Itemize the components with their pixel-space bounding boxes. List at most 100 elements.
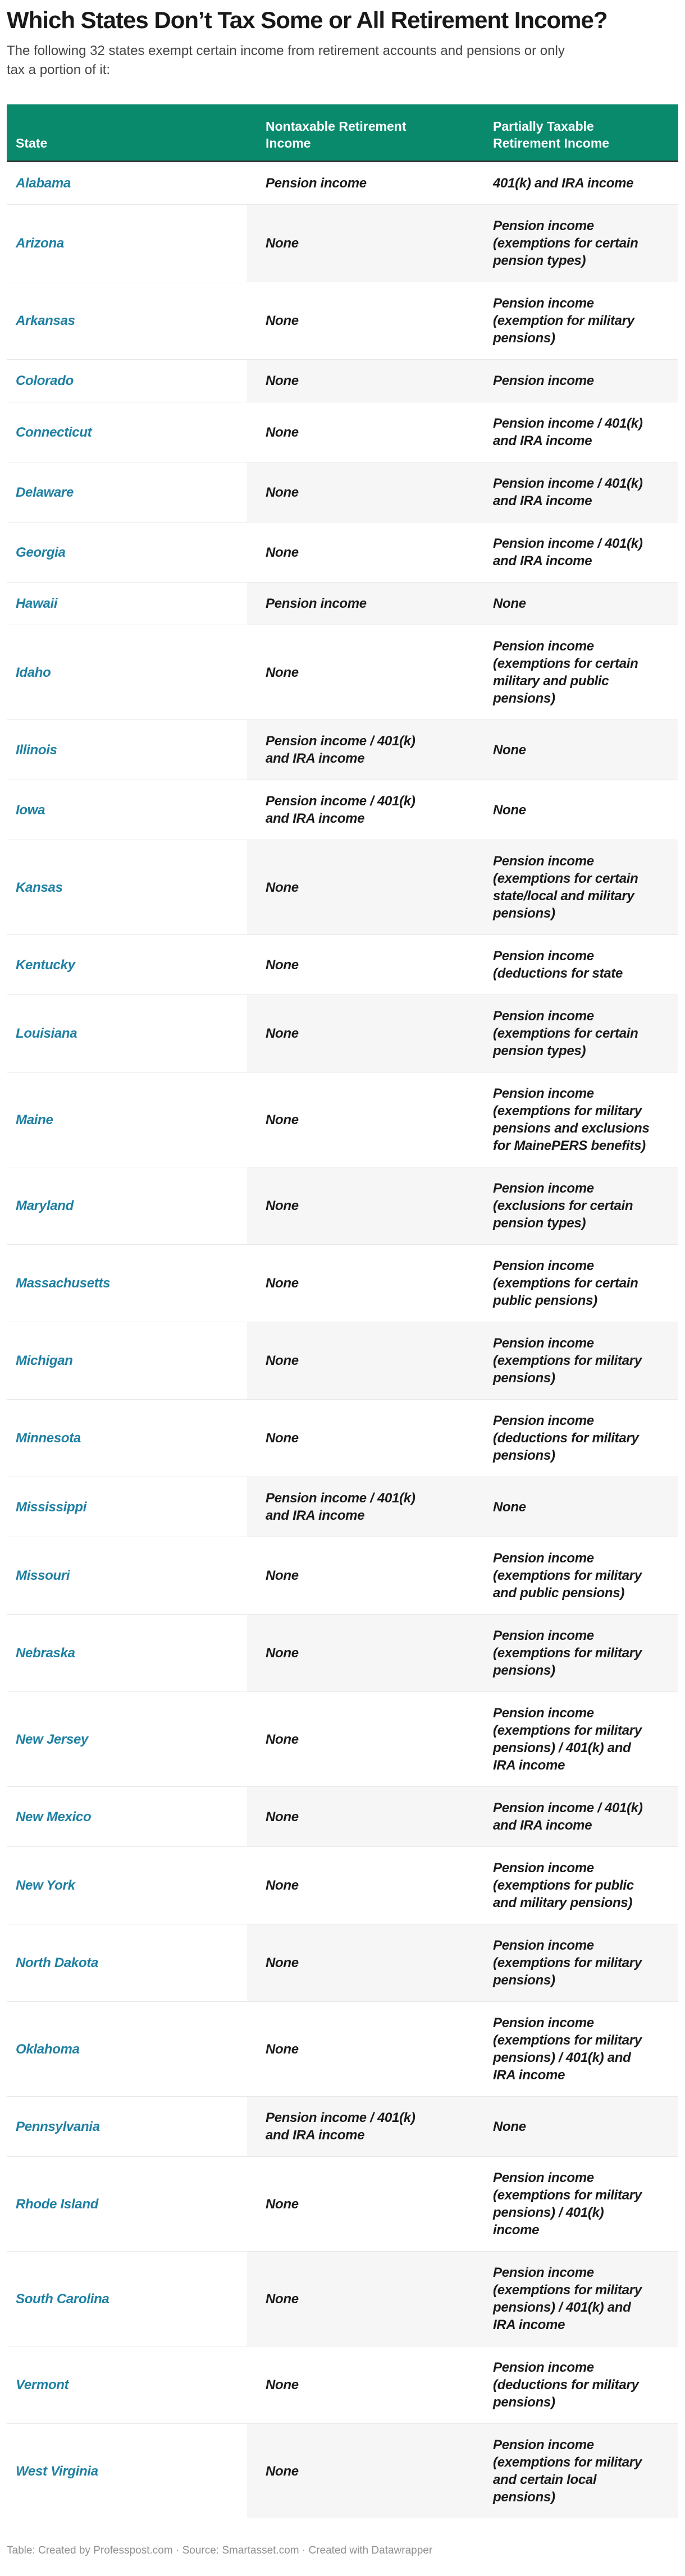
state-cell: Kansas (7, 840, 247, 934)
nontaxable-cell: None (247, 1614, 483, 1692)
nontaxable-cell: Pension income / 401(k) and IRA income (247, 1477, 483, 1537)
partially-taxable-cell: Pension income (exemptions for military … (483, 2423, 678, 2518)
table-row: New Jersey None Pension income (exemptions… (7, 1692, 678, 1786)
state-cell: Pennsylvania (7, 2096, 247, 2156)
nontaxable-cell: None (247, 1692, 483, 1786)
nontaxable-cell: None (247, 1846, 483, 1924)
partially-taxable-cell: Pension income (483, 359, 678, 402)
table-row: Pennsylvania Pension income / 401(k) and … (7, 2096, 678, 2156)
nontaxable-cell: None (247, 359, 483, 402)
nontaxable-cell: Pension income (247, 582, 483, 625)
state-cell: Georgia (7, 522, 247, 582)
state-cell: Nebraska (7, 1614, 247, 1692)
partially-taxable-cell: Pension income (exemptions for military … (483, 1537, 678, 1614)
partially-taxable-cell: Pension income (exemptions for certain p… (483, 1244, 678, 1322)
partially-taxable-cell: Pension income (deductions for state (483, 934, 678, 994)
partially-taxable-cell: Pension income (exemptions for certain m… (483, 625, 678, 719)
table-row: Louisiana None Pension income (exemptions … (7, 994, 678, 1072)
nontaxable-cell: None (247, 2423, 483, 2518)
state-cell: Idaho (7, 625, 247, 719)
state-cell: North Dakota (7, 1924, 247, 2001)
state-cell: South Carolina (7, 2251, 247, 2346)
table-row: South Carolina None Pension income (exempt… (7, 2251, 678, 2346)
nontaxable-cell: Pension income (266, 176, 367, 191)
partially-taxable-cell: Pension income (exemption for military p… (483, 282, 678, 359)
state-cell: Arizona (7, 204, 247, 282)
partially-taxable-cell: Pension income (exemptions for public an… (483, 1846, 678, 1924)
state-cell: Illinois (7, 719, 247, 780)
table-row: Alabama Pension income 401(k) and IRA inco… (7, 162, 678, 204)
table-row: Massachusetts None Pension income (exempti… (7, 1244, 678, 1322)
table-body: Alabama Pension income 401(k) and IRA inco… (7, 162, 678, 2518)
nontaxable-cell: Pension income / 401(k) and IRA income (247, 780, 483, 840)
nontaxable-cell: Pension income / 401(k) and IRA income (247, 719, 483, 780)
table-row: Kansas None Pension income (exemptions for… (7, 840, 678, 934)
partially-taxable-cell: Pension income (exclusions for certain p… (483, 1167, 678, 1244)
partially-taxable-cell: Pension income (deductions for military … (483, 1399, 678, 1477)
table-row: Hawaii Pension income None (7, 582, 678, 625)
table-row: West Virginia None Pension income (exempti… (7, 2423, 678, 2518)
state-cell: Alabama (16, 176, 71, 191)
table-header-row: State Nontaxable Retirement Income Parti… (7, 104, 678, 162)
partially-taxable-cell: Pension income / 401(k) and IRA income (483, 402, 678, 462)
partially-taxable-cell: Pension income (exemptions for military … (483, 2001, 678, 2096)
table-row: Vermont None Pension income (deductions fo… (7, 2346, 678, 2423)
table-row: Arizona None Pension income (exemptions fo… (7, 204, 678, 282)
table-row: North Dakota None Pension income (exemptio… (7, 1924, 678, 2001)
table-row: Connecticut None Pension income / 401(k) a… (7, 402, 678, 462)
state-cell: Missouri (7, 1537, 247, 1614)
table-row: Michigan None Pension income (exemptions f… (7, 1322, 678, 1399)
nontaxable-cell: None (247, 1399, 483, 1477)
state-cell: Maine (7, 1072, 247, 1167)
partially-taxable-cell: Pension income (exemptions for military … (483, 2156, 678, 2251)
table-footer-attribution: Table: Created by Professpost.com · Sour… (7, 2545, 433, 2556)
state-cell: New Jersey (7, 1692, 247, 1786)
state-cell: Rhode Island (7, 2156, 247, 2251)
state-cell: Mississippi (7, 1477, 247, 1537)
partially-taxable-cell: Pension income (exemptions for certain s… (483, 840, 678, 934)
retirement-tax-table: State Nontaxable Retirement Income Parti… (7, 104, 678, 2518)
state-cell: Vermont (7, 2346, 247, 2423)
partially-taxable-cell: None (483, 582, 678, 625)
nontaxable-cell: None (247, 2001, 483, 2096)
state-cell: Maryland (7, 1167, 247, 1244)
table-row: Georgia None Pension income / 401(k) and I… (7, 522, 678, 582)
nontaxable-cell: None (247, 840, 483, 934)
nontaxable-cell: Pension income / 401(k) and IRA income (247, 2096, 483, 2156)
state-cell: Delaware (7, 462, 247, 522)
state-cell: Louisiana (7, 994, 247, 1072)
partially-taxable-cell: Pension income / 401(k) and IRA income (483, 462, 678, 522)
state-cell: Hawaii (7, 582, 247, 625)
nontaxable-cell: None (247, 282, 483, 359)
page-subtitle: The following 32 states exempt certain i… (7, 43, 565, 77)
nontaxable-cell: None (247, 2156, 483, 2251)
table-row: Arkansas None Pension income (exemption fo… (7, 282, 678, 359)
table-row: Rhode Island None Pension income (exemptio… (7, 2156, 678, 2251)
nontaxable-cell: None (247, 1786, 483, 1846)
state-cell: Michigan (7, 1322, 247, 1399)
partially-taxable-cell: Pension income (exemptions for military … (483, 1924, 678, 2001)
table-row: New Mexico None Pension income / 401(k) an… (7, 1786, 678, 1846)
partially-taxable-cell: None (483, 2096, 678, 2156)
nontaxable-cell: None (247, 994, 483, 1072)
table-row: Illinois Pension income / 401(k) and IRA … (7, 719, 678, 780)
state-cell: West Virginia (7, 2423, 247, 2518)
partially-taxable-cell: Pension income / 401(k) and IRA income (483, 522, 678, 582)
table-row: Missouri None Pension income (exemptions f… (7, 1537, 678, 1614)
nontaxable-cell: None (247, 2346, 483, 2423)
table-row: Idaho None Pension income (exemptions for … (7, 625, 678, 719)
nontaxable-cell: None (247, 462, 483, 522)
table-row: Iowa Pension income / 401(k) and IRA inco… (7, 780, 678, 840)
nontaxable-cell: None (247, 402, 483, 462)
column-header-state: State (16, 136, 48, 150)
nontaxable-cell: None (247, 625, 483, 719)
partially-taxable-cell: Pension income (exemptions for military … (483, 2251, 678, 2346)
table-row: Oklahoma None Pension income (exemptions f… (7, 2001, 678, 2096)
partially-taxable-cell: Pension income (exemptions for military … (483, 1322, 678, 1399)
state-cell: Arkansas (7, 282, 247, 359)
state-cell: Kentucky (7, 934, 247, 994)
partially-taxable-cell: Pension income (deductions for military … (483, 2346, 678, 2423)
partially-taxable-cell: None (483, 780, 678, 840)
partially-taxable-cell: Pension income (exemptions for certain p… (483, 204, 678, 282)
